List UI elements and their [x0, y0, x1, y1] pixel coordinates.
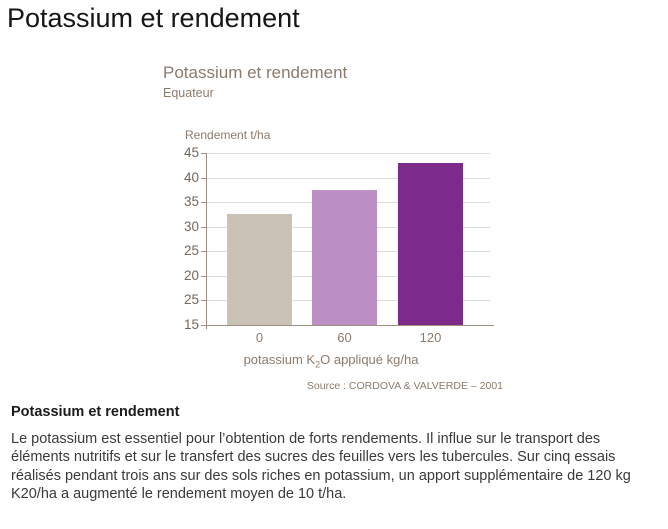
y-tick — [201, 251, 206, 252]
x-tick-label: 60 — [337, 330, 352, 345]
x-axis-line — [206, 325, 494, 326]
y-axis-line — [206, 153, 207, 329]
x-axis-title-text-2: O appliqué kg/ha — [320, 352, 419, 367]
x-axis-title-subscript: 2 — [315, 359, 321, 370]
source-note: Source : CORDOVA & VALVERDE – 2001 — [306, 380, 503, 392]
y-tick-label: 20 — [183, 268, 199, 283]
x-tick-label: 0 — [255, 330, 264, 345]
y-tick-label: 15 — [183, 317, 199, 332]
plot-area: 0 60 120 45 40 35 30 25 20 25 15 — [184, 145, 494, 345]
y-tick-label: 30 — [183, 219, 199, 234]
x-axis-title-text: potassium K — [243, 352, 316, 367]
y-tick-label: 40 — [183, 170, 199, 185]
y-tick — [201, 276, 206, 277]
y-tick — [201, 202, 206, 203]
y-tick-label: 25 — [183, 243, 199, 258]
chart-title: Potassium et rendement — [163, 63, 348, 82]
y-tick-label: 25 — [183, 292, 199, 307]
y-tick-label: 35 — [183, 194, 199, 209]
y-tick — [201, 227, 206, 228]
y-tick — [201, 325, 206, 326]
y-tick — [201, 300, 206, 301]
gridline — [206, 153, 490, 154]
page-title: Potassium et rendement — [7, 3, 300, 33]
article-paragraph: Le potassium est essentiel pour l’obtent… — [11, 431, 631, 503]
bar-60 — [312, 190, 377, 325]
x-tick-label: 120 — [419, 330, 442, 345]
chart-subtitle: Equateur — [163, 86, 214, 100]
y-tick — [201, 153, 206, 154]
bar-chart: Potassium et rendement Equateur Rendemen… — [163, 58, 511, 408]
article-heading: Potassium et rendement — [11, 404, 180, 420]
gridline — [206, 178, 490, 179]
bar-0 — [227, 214, 292, 325]
y-tick — [201, 178, 206, 179]
x-axis-title: potassium K2O appliqué kg/ha — [206, 352, 456, 370]
y-axis-title: Rendement t/ha — [185, 128, 271, 142]
bar-120 — [398, 163, 463, 325]
y-tick-label: 45 — [183, 145, 199, 160]
